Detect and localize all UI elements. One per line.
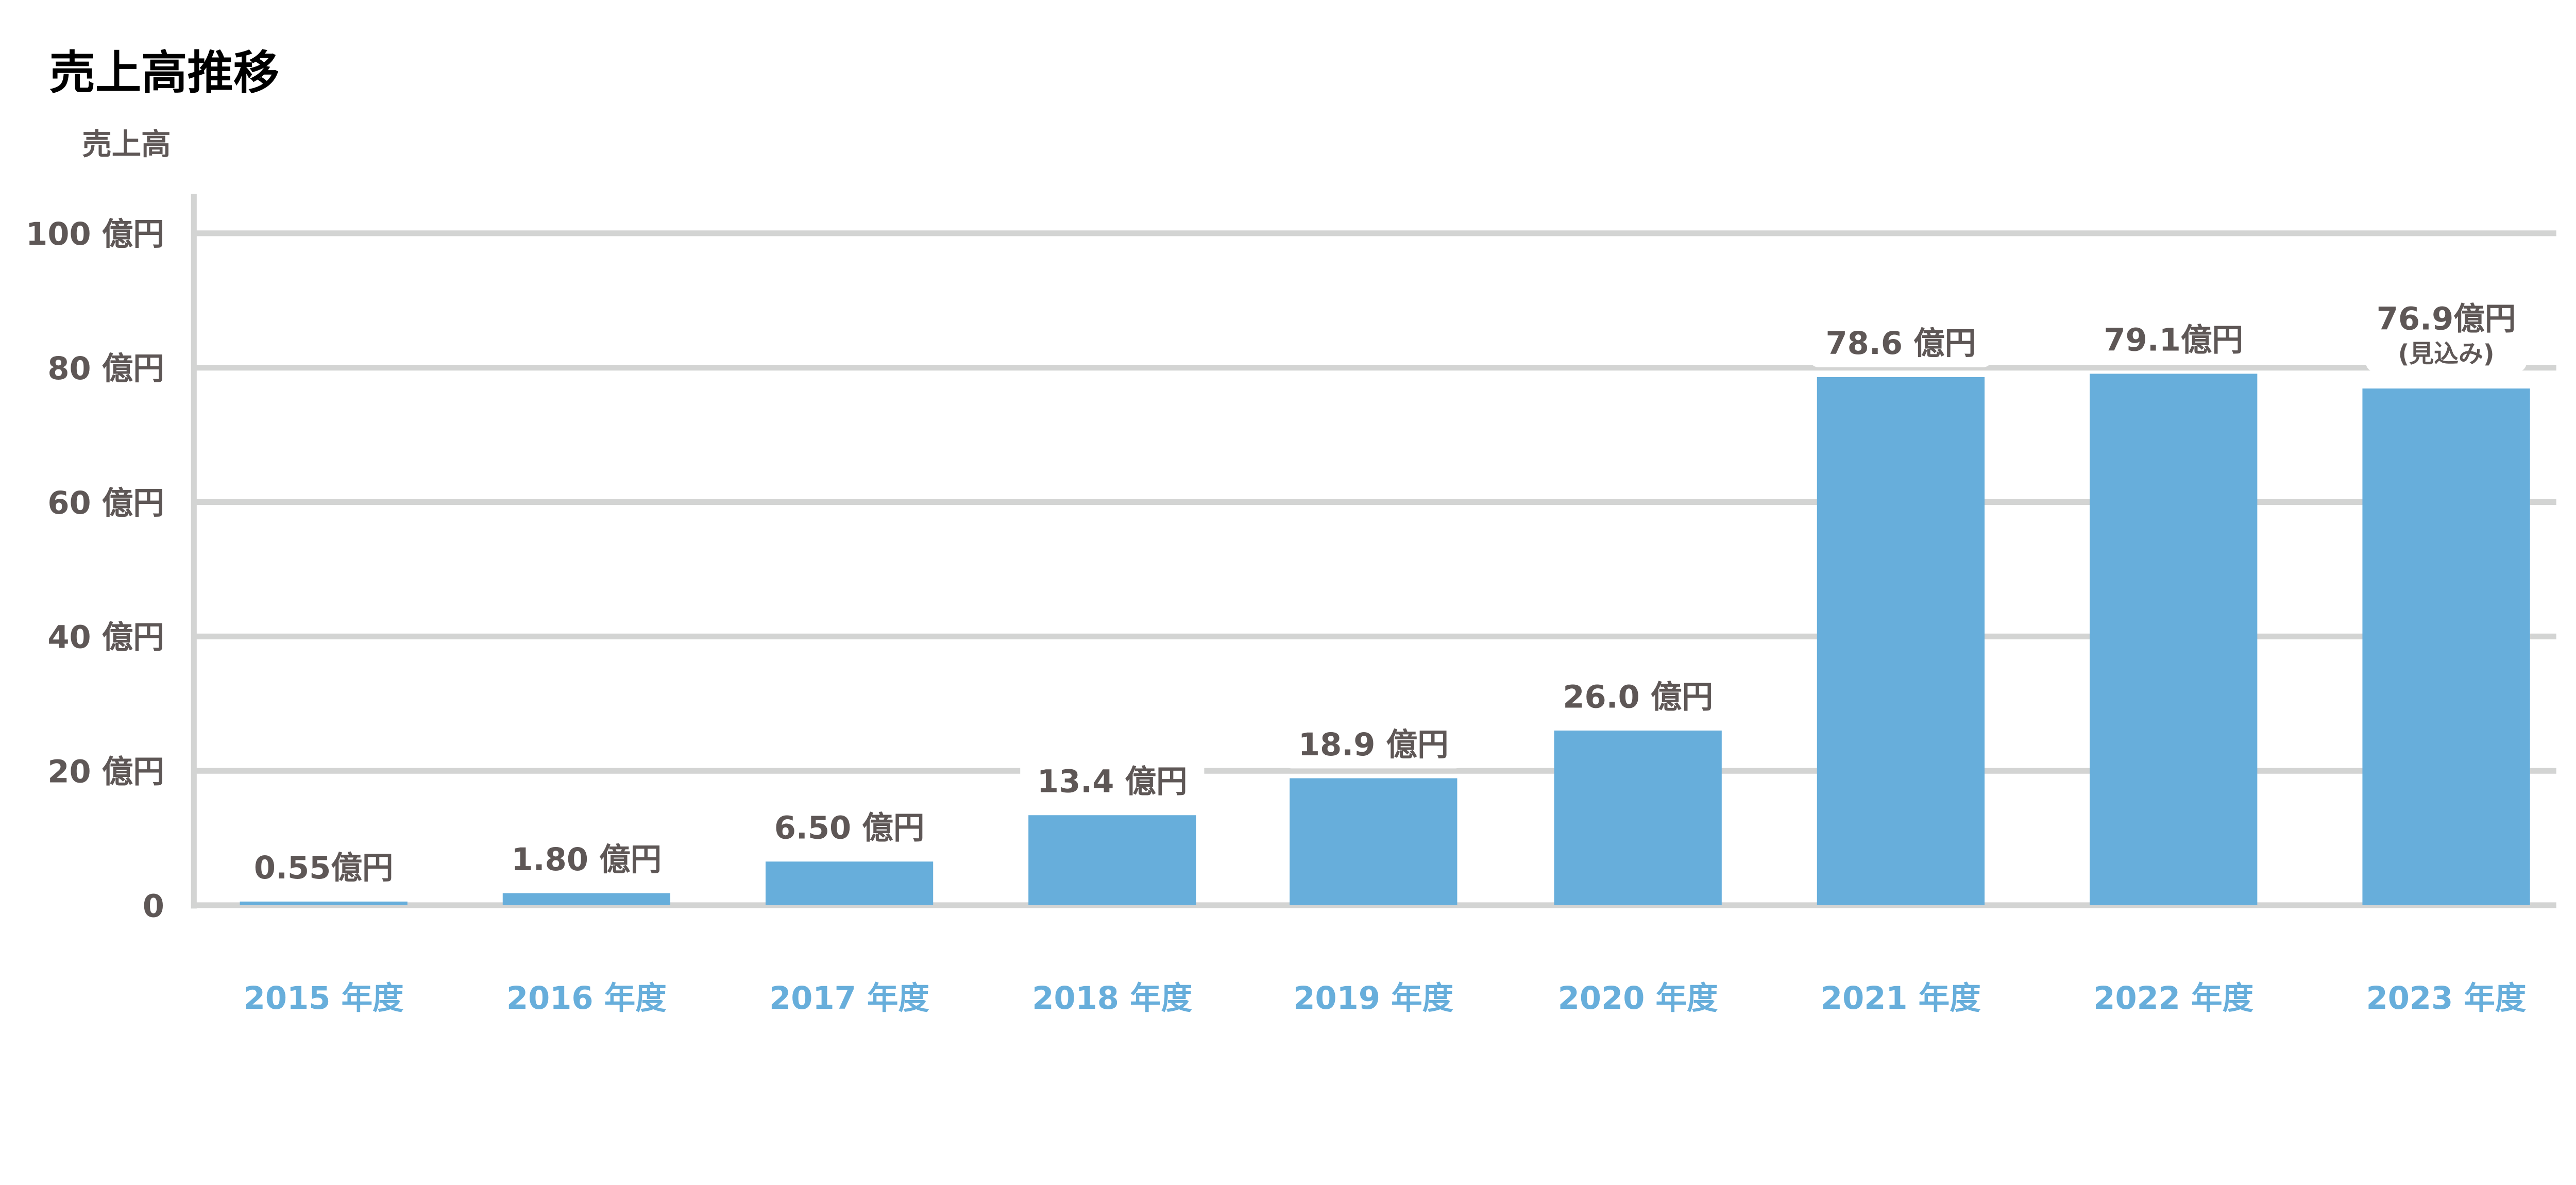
data-label-background xyxy=(2365,293,2527,373)
y-tick-label: 60 億円 xyxy=(47,485,164,521)
bar xyxy=(1028,815,1196,906)
bar xyxy=(1290,778,1458,906)
data-label-background xyxy=(1281,719,1466,769)
bar xyxy=(765,861,934,906)
category-label: 2021 年度 xyxy=(1821,980,1981,1017)
data-label-background xyxy=(1546,671,1730,721)
category-label: 2015 年度 xyxy=(244,980,404,1017)
data-label: 18.9 億円 xyxy=(1298,727,1449,763)
data-label: 0.55億円 xyxy=(254,850,394,886)
y-axis-label: 売上高 xyxy=(82,127,171,162)
data-label-background xyxy=(1020,756,1205,806)
data-label-background xyxy=(757,802,942,852)
category-label: 2020 年度 xyxy=(1558,980,1718,1017)
category-label: 2023 年度 xyxy=(2366,980,2527,1017)
data-label-background xyxy=(494,834,679,884)
data-label-background xyxy=(1808,318,1993,367)
bar xyxy=(240,901,408,906)
category-label: 2016 年度 xyxy=(506,980,667,1017)
bar xyxy=(1554,730,1722,906)
data-labels: 0.55億円 1.80 億円 6.50 億円 13.4 億円 18.9 億円 26.0 億… xyxy=(243,293,2527,892)
data-label: 6.50 億円 xyxy=(774,810,925,847)
data-label-background xyxy=(2093,314,2254,364)
data-label: 76.9億円 xyxy=(2377,301,2516,337)
y-tick-label: 80 億円 xyxy=(47,351,164,387)
y-tick-label: 20 億円 xyxy=(47,754,164,790)
y-tick-labels: 0 20 億円 40 億円 60 億円 80 億円 100 億円 xyxy=(26,216,164,924)
bar xyxy=(1817,377,1985,906)
data-label-note: (見込み) xyxy=(2398,340,2494,368)
bar xyxy=(2090,374,2258,906)
data-label: 79.1億円 xyxy=(2104,323,2243,359)
bar xyxy=(502,893,671,906)
bars xyxy=(240,374,2530,906)
y-tick-label: 100 億円 xyxy=(26,216,164,252)
category-labels: 2015 年度 2016 年度 2017 年度 2018 年度 2019 年度 2020 … xyxy=(244,980,2527,1017)
category-label: 2022 年度 xyxy=(2093,980,2253,1017)
data-label: 13.4 億円 xyxy=(1037,764,1188,800)
sales-chart: 売上高推移 売上高 0 20 億円 40 億円 60 億円 80 億円 100 億円 0.… xyxy=(26,46,2556,1017)
y-tick-label: 0 xyxy=(143,888,164,924)
data-label: 78.6 億円 xyxy=(1826,326,1976,362)
category-label: 2019 年度 xyxy=(1293,980,1453,1017)
category-label: 2018 年度 xyxy=(1032,980,1192,1017)
data-label: 26.0 億円 xyxy=(1563,679,1713,715)
category-label: 2017 年度 xyxy=(769,980,929,1017)
data-label: 1.80 億円 xyxy=(512,842,662,878)
y-tick-label: 40 億円 xyxy=(47,620,164,656)
bar xyxy=(2362,388,2530,906)
chart-title: 売上高推移 xyxy=(49,46,279,100)
data-label-background xyxy=(243,842,404,892)
